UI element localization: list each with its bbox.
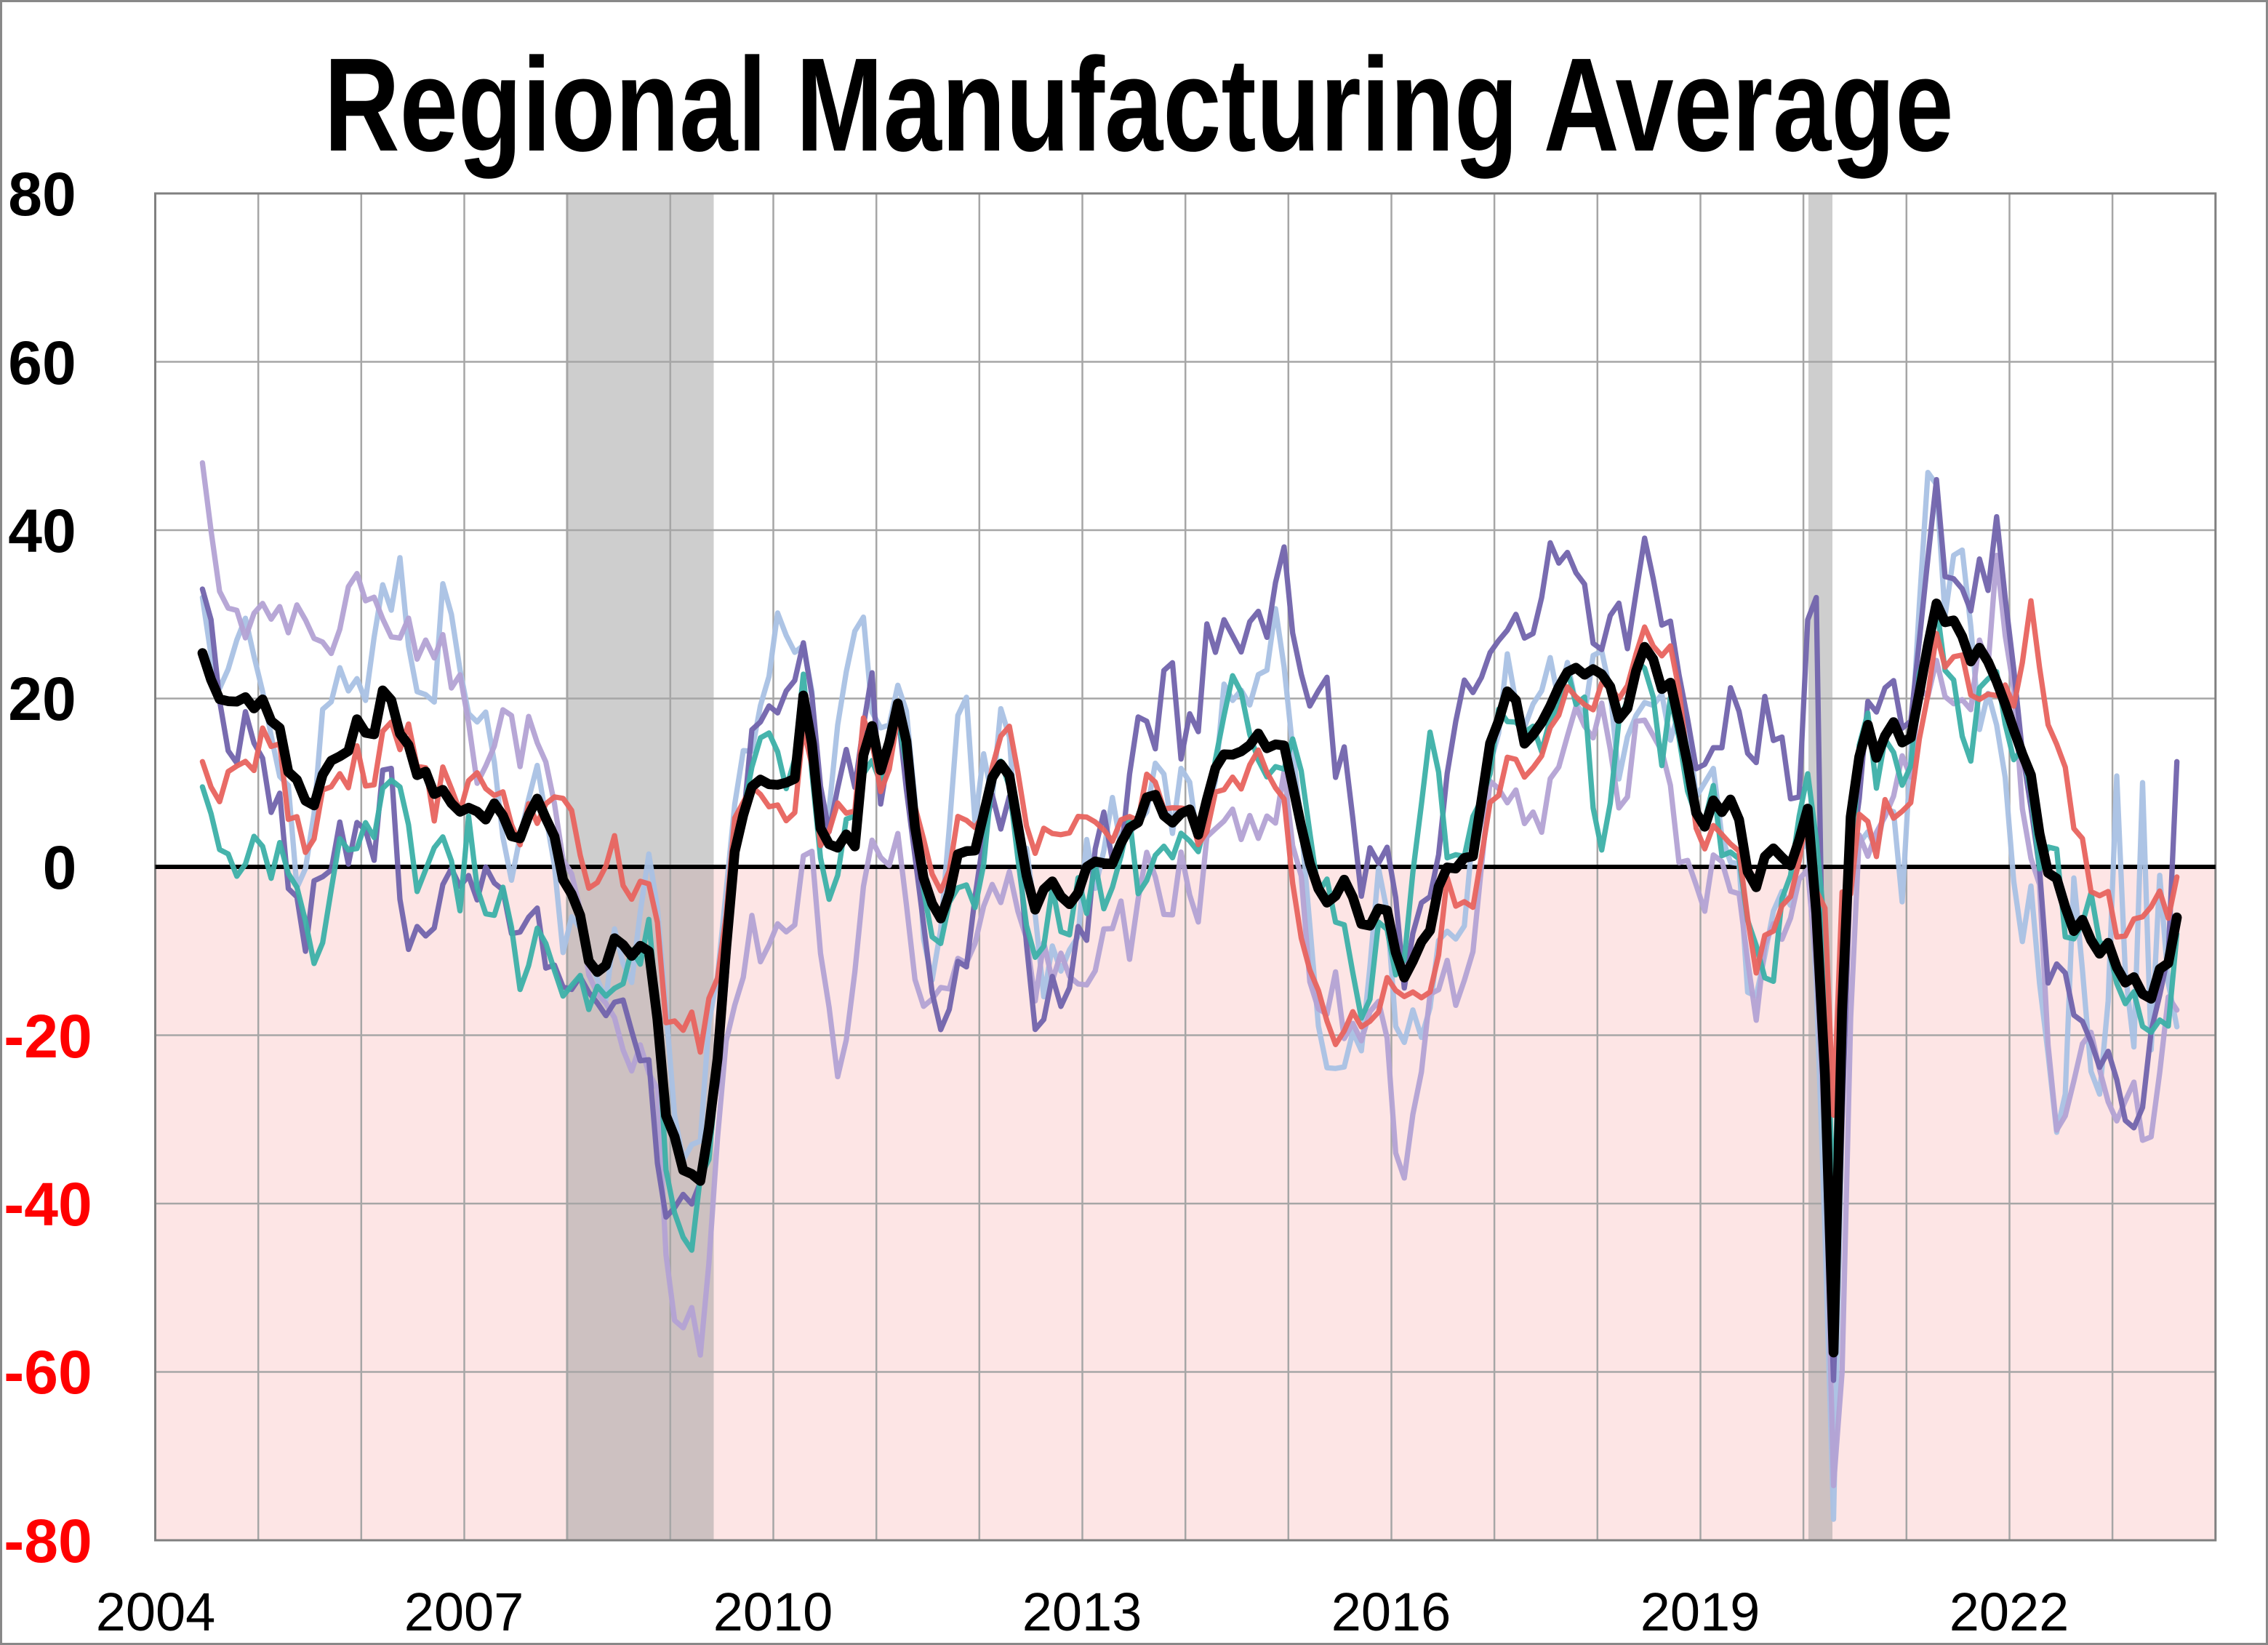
svg-text:-20: -20 [4, 1002, 92, 1070]
svg-text:0: 0 [43, 833, 77, 902]
svg-text:-40: -40 [4, 1170, 92, 1238]
svg-text:Regional Manufacturing Average: Regional Manufacturing Average [324, 30, 1954, 179]
svg-text:40: 40 [8, 497, 76, 565]
svg-text:-80: -80 [4, 1507, 92, 1575]
svg-text:2022: 2022 [1950, 1582, 2069, 1642]
svg-text:2016: 2016 [1331, 1582, 1451, 1642]
svg-text:2007: 2007 [404, 1582, 524, 1642]
svg-text:2019: 2019 [1640, 1582, 1760, 1642]
svg-text:2013: 2013 [1022, 1582, 1142, 1642]
svg-text:2010: 2010 [713, 1582, 833, 1642]
svg-text:80: 80 [8, 160, 76, 228]
svg-text:-60: -60 [4, 1338, 92, 1406]
svg-text:2004: 2004 [96, 1582, 216, 1642]
svg-text:20: 20 [8, 665, 76, 733]
svg-text:60: 60 [8, 329, 76, 397]
